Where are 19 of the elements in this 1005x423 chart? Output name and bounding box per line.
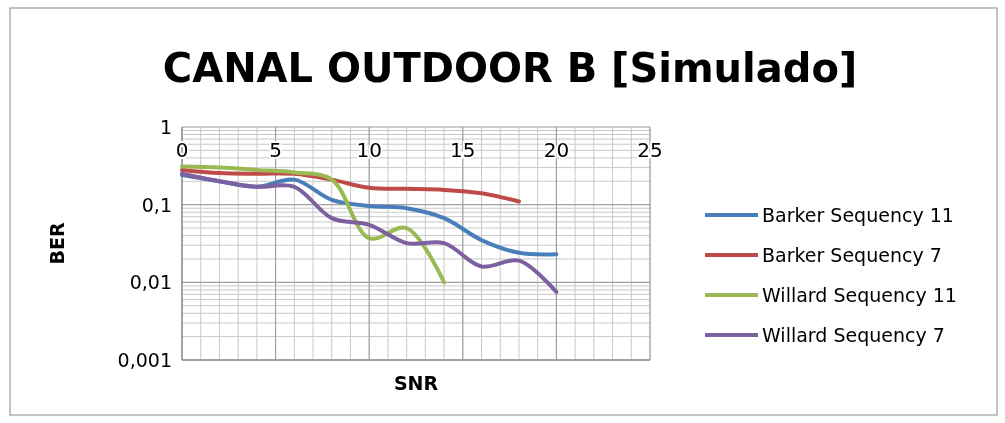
x-tick-label: 0 [175,138,189,162]
legend-label: Barker Sequency 7 [762,244,942,266]
line-series [180,171,559,295]
x-tick-label: 20 [543,138,570,162]
legend-label: Willard Sequency 11 [762,284,957,306]
legend-label: Barker Sequency 11 [762,204,954,226]
x-axis-title: SNR [393,372,439,394]
x-tick-label: 25 [637,138,663,162]
y-tick-label: 0,01 [129,271,172,294]
x-tick-label: 5 [269,138,282,162]
x-tick-label: 15 [450,138,476,162]
y-axis-title: BER [46,222,68,265]
y-tick-label: 0,1 [141,193,172,216]
x-tick-label: 10 [356,138,382,162]
y-tick-label: 1 [159,116,172,138]
legend-label: Willard Sequency 7 [762,324,945,346]
chart-title: CANAL OUTDOOR B [Simulado] [162,45,858,91]
line-series [180,164,447,285]
y-tick-label: 0,001 [117,349,172,371]
